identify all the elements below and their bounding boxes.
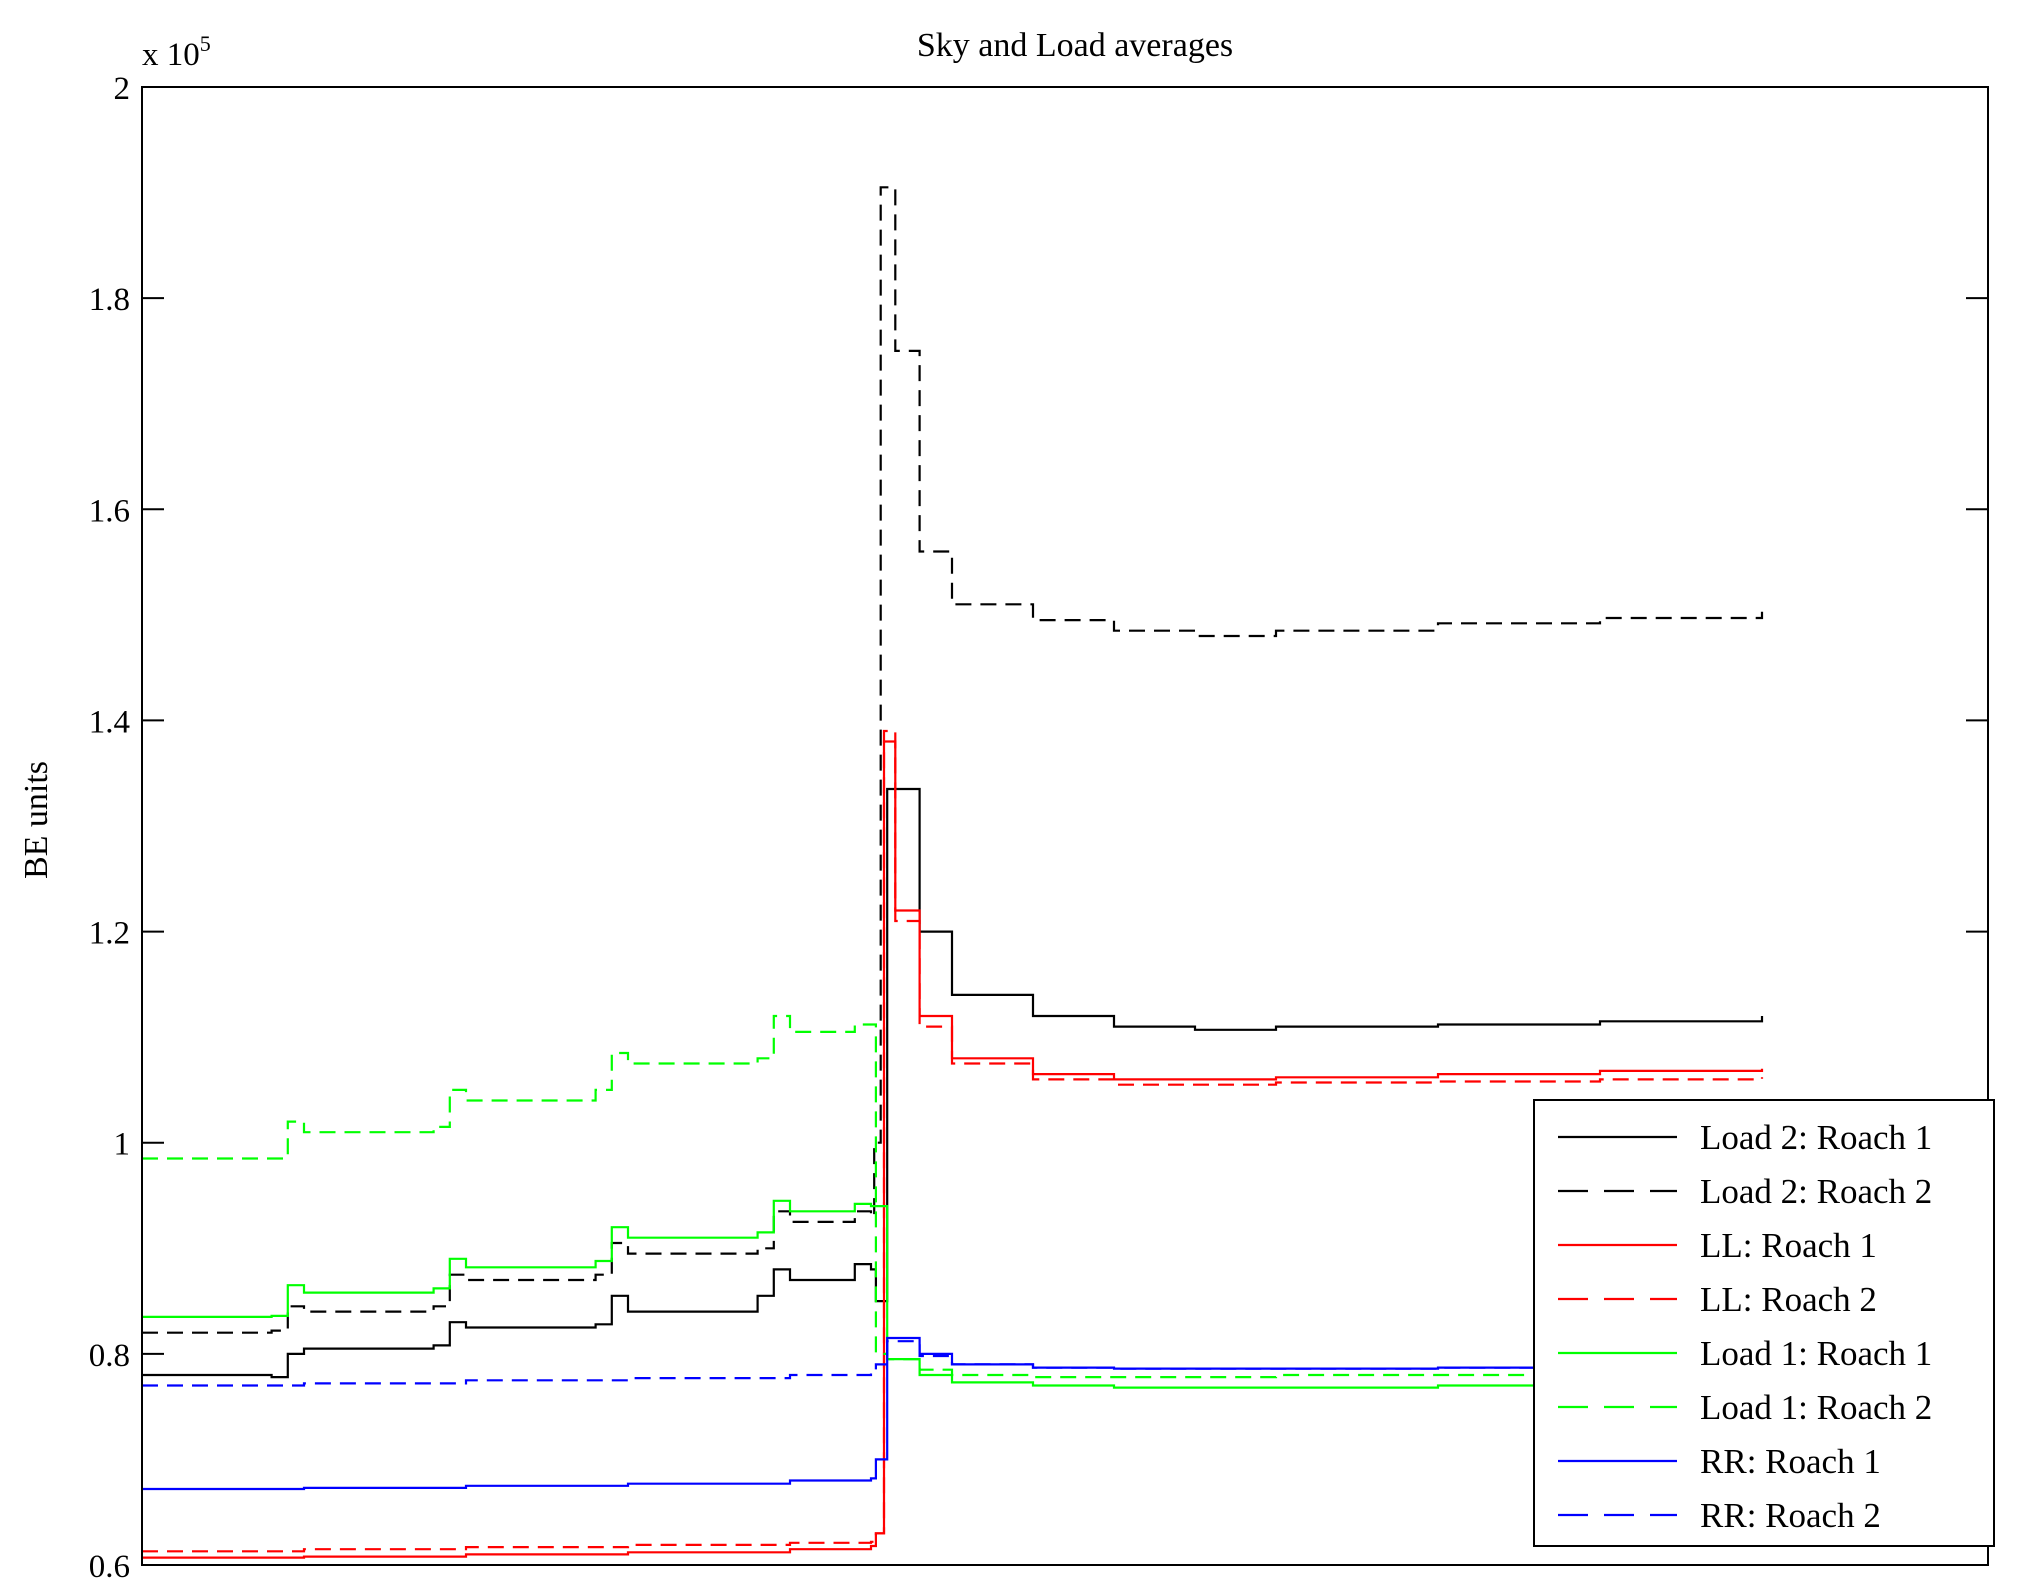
y-tick-label: 1.4 [89, 704, 130, 740]
legend-label: Load 1: Roach 2 [1700, 1388, 1932, 1427]
y-axis-label: BE units [18, 761, 55, 879]
y-multiplier: x 105 [142, 31, 211, 73]
y-tick-label: 1 [114, 1127, 131, 1163]
series-line-load-2-roach-1 [142, 787, 1764, 1379]
legend-label: Load 2: Roach 2 [1700, 1172, 1932, 1211]
series-line-ll-roach-2 [142, 729, 1764, 1553]
y-tick-label: 1.8 [89, 282, 130, 318]
plot-series [142, 186, 1764, 1559]
legend-label: Load 2: Roach 1 [1700, 1118, 1932, 1157]
y-tick-label: 0.8 [89, 1338, 130, 1374]
legend-label: RR: Roach 1 [1700, 1442, 1881, 1481]
y-multiplier-exponent: 5 [200, 31, 211, 56]
series-line-load-1-roach-2 [142, 1014, 1764, 1379]
legend-label: LL: Roach 1 [1700, 1226, 1877, 1265]
axes-box [141, 86, 1989, 1566]
legend-box [1533, 1099, 1995, 1547]
legend-items: Load 2: Roach 1 Load 2: Roach 2 LL: Roach … [1558, 1118, 1932, 1535]
legend-label: LL: Roach 2 [1700, 1280, 1877, 1319]
series-line-rr-roach-1 [142, 1336, 1762, 1491]
y-tick-label: 2 [114, 71, 131, 107]
legend-label: Load 1: Roach 1 [1700, 1334, 1932, 1373]
y-tick-label: 0.6 [89, 1549, 130, 1585]
y-tick-label: 1.2 [89, 916, 130, 952]
series-line-load-2-roach-2 [142, 186, 1764, 1334]
y-tick-label: 1.6 [89, 493, 130, 529]
chart-title: Sky and Load averages [917, 27, 1233, 64]
series-line-load-1-roach-1 [142, 1199, 1764, 1389]
y-multiplier-base: x 10 [142, 37, 200, 73]
legend-label: RR: Roach 2 [1700, 1496, 1881, 1535]
series-line-rr-roach-2 [142, 1340, 1762, 1387]
legend: Load 2: Roach 1 Load 2: Roach 2 LL: Roach … [1533, 1099, 1995, 1547]
